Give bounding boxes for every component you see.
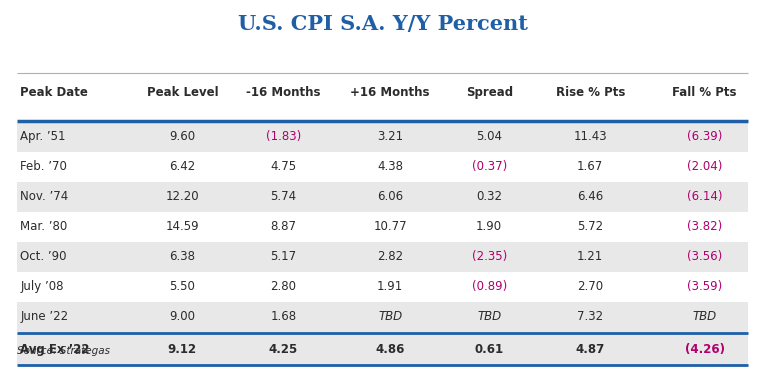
Text: 4.25: 4.25 xyxy=(269,343,298,355)
Bar xyxy=(17,272,748,302)
Text: 5.50: 5.50 xyxy=(170,280,195,293)
Text: (2.04): (2.04) xyxy=(687,160,722,173)
Text: 6.38: 6.38 xyxy=(169,250,195,263)
Text: Oct. ’90: Oct. ’90 xyxy=(21,250,67,263)
Text: 14.59: 14.59 xyxy=(165,220,199,233)
Text: 2.82: 2.82 xyxy=(377,250,403,263)
Text: Rise % Pts: Rise % Pts xyxy=(555,86,625,99)
Text: Source: Strategas: Source: Strategas xyxy=(17,346,109,355)
Text: July ’08: July ’08 xyxy=(21,280,64,293)
Text: 1.90: 1.90 xyxy=(476,220,503,233)
Text: 1.91: 1.91 xyxy=(377,280,403,293)
Text: 5.17: 5.17 xyxy=(270,250,297,263)
Text: 4.86: 4.86 xyxy=(376,343,405,355)
Text: Nov. ’74: Nov. ’74 xyxy=(21,190,69,203)
Text: 9.00: 9.00 xyxy=(169,310,195,323)
Text: 4.38: 4.38 xyxy=(377,160,403,173)
Text: 4.87: 4.87 xyxy=(575,343,605,355)
Text: 2.70: 2.70 xyxy=(577,280,604,293)
Bar xyxy=(17,302,748,332)
Bar xyxy=(17,333,748,365)
Text: 6.46: 6.46 xyxy=(577,190,604,203)
Text: 3.21: 3.21 xyxy=(377,130,403,144)
Text: 7.32: 7.32 xyxy=(577,310,604,323)
Text: TBD: TBD xyxy=(692,310,717,323)
Text: (1.83): (1.83) xyxy=(265,130,301,144)
Text: Avg Ex ’22: Avg Ex ’22 xyxy=(21,343,90,355)
Text: 1.67: 1.67 xyxy=(577,160,604,173)
Text: 9.60: 9.60 xyxy=(169,130,196,144)
Text: June ’22: June ’22 xyxy=(21,310,69,323)
Text: -16 Months: -16 Months xyxy=(246,86,321,99)
Text: (0.37): (0.37) xyxy=(471,160,507,173)
Bar xyxy=(17,152,748,182)
Text: 9.12: 9.12 xyxy=(168,343,197,355)
Text: TBD: TBD xyxy=(378,310,402,323)
Text: Apr. ’51: Apr. ’51 xyxy=(21,130,66,144)
Text: +16 Months: +16 Months xyxy=(350,86,430,99)
Bar xyxy=(17,242,748,272)
Text: (3.59): (3.59) xyxy=(687,280,722,293)
Text: 2.80: 2.80 xyxy=(270,280,296,293)
Text: 6.42: 6.42 xyxy=(169,160,196,173)
Text: Mar. ’80: Mar. ’80 xyxy=(21,220,67,233)
Text: 1.68: 1.68 xyxy=(270,310,297,323)
Text: 12.20: 12.20 xyxy=(165,190,199,203)
Text: (4.26): (4.26) xyxy=(685,343,724,355)
Text: 0.32: 0.32 xyxy=(476,190,502,203)
Text: Peak Level: Peak Level xyxy=(147,86,218,99)
Text: 10.77: 10.77 xyxy=(373,220,407,233)
Text: TBD: TBD xyxy=(477,310,501,323)
Text: (6.14): (6.14) xyxy=(687,190,722,203)
Text: (3.82): (3.82) xyxy=(687,220,722,233)
Text: 5.72: 5.72 xyxy=(577,220,604,233)
Text: 1.21: 1.21 xyxy=(577,250,604,263)
Text: Spread: Spread xyxy=(466,86,513,99)
Text: 5.04: 5.04 xyxy=(476,130,502,144)
Text: 4.75: 4.75 xyxy=(270,160,297,173)
Text: Peak Date: Peak Date xyxy=(21,86,88,99)
Text: Feb. ’70: Feb. ’70 xyxy=(21,160,67,173)
Bar xyxy=(17,212,748,242)
Text: (3.56): (3.56) xyxy=(687,250,722,263)
Bar xyxy=(17,122,748,152)
Bar xyxy=(17,182,748,212)
Text: 11.43: 11.43 xyxy=(574,130,607,144)
Text: (6.39): (6.39) xyxy=(687,130,722,144)
Text: 8.87: 8.87 xyxy=(270,220,296,233)
Text: (2.35): (2.35) xyxy=(471,250,507,263)
Text: 5.74: 5.74 xyxy=(270,190,297,203)
Text: 0.61: 0.61 xyxy=(474,343,504,355)
Text: U.S. CPI S.A. Y/Y Percent: U.S. CPI S.A. Y/Y Percent xyxy=(238,14,527,34)
Text: (0.89): (0.89) xyxy=(471,280,507,293)
Text: Fall % Pts: Fall % Pts xyxy=(672,86,737,99)
Text: 6.06: 6.06 xyxy=(377,190,403,203)
